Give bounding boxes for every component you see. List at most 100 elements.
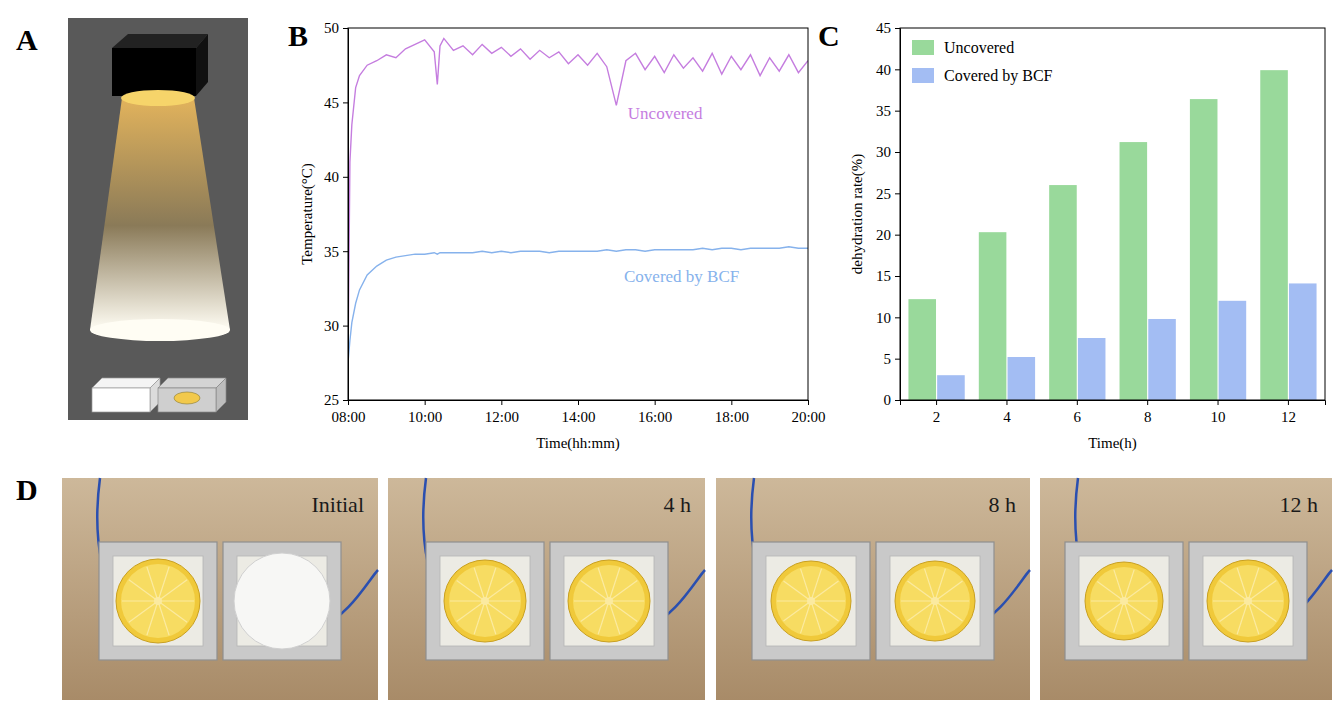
tick-mark: [895, 111, 900, 112]
lemon-flesh: [449, 565, 521, 637]
lemon-segment: [158, 580, 187, 601]
tick: 10:00: [408, 400, 442, 425]
lemon-segment: [811, 601, 822, 633]
tick-label: 45: [324, 95, 339, 111]
bar: [1078, 338, 1106, 400]
panel-b-chart: 08:0010:0012:0014:0016:0018:0020:0025303…: [299, 20, 826, 452]
tick: 14:00: [561, 400, 595, 425]
bar: [1289, 283, 1317, 400]
legend: UncoveredCovered by BCF: [912, 39, 1053, 85]
tick-label: 40: [876, 62, 891, 78]
tick-label: 50: [324, 20, 339, 36]
photo-background: [716, 478, 1030, 700]
tick-mark: [895, 359, 900, 360]
lemon-segment: [158, 601, 169, 635]
axis-line: [901, 401, 1326, 406]
tick: 5: [884, 351, 901, 367]
x-axis: 08:0010:0012:0014:0016:0018:0020:00: [331, 400, 825, 425]
legend-label: Uncovered: [944, 39, 1014, 56]
foam-box: [440, 556, 530, 646]
background: [68, 18, 248, 420]
lemon-flesh: [776, 566, 846, 636]
lemon-segment: [1097, 582, 1124, 601]
lemon-segment: [574, 600, 609, 601]
lemon-segment: [485, 601, 513, 622]
lemon-rind: [568, 560, 650, 642]
lemon-rind: [116, 559, 200, 643]
lemon-segment: [1097, 601, 1124, 620]
bar: [979, 232, 1007, 400]
plot-frame: [348, 28, 808, 400]
lemon-rind: [1207, 560, 1289, 642]
lemon-segment: [1124, 570, 1134, 601]
tick-label: 12: [1281, 409, 1296, 425]
lemon-flesh: [121, 564, 195, 638]
lemon-flesh: [1090, 567, 1158, 635]
lemon-core: [154, 597, 162, 605]
lemon-segment: [1124, 582, 1151, 601]
tick: 16:00: [638, 400, 672, 425]
lamp-front: [112, 48, 196, 96]
bar: [1190, 99, 1218, 400]
lemon-segment: [907, 581, 935, 601]
tick-label: 35: [876, 103, 891, 119]
tick: 30: [324, 318, 348, 334]
lemon-segment: [1248, 600, 1283, 601]
tick-mark: [343, 102, 348, 103]
tick-mark: [1147, 400, 1148, 405]
tick-mark: [343, 326, 348, 327]
tick: 15: [876, 268, 900, 284]
tick: 40: [324, 169, 348, 185]
tick-label: 4: [1003, 409, 1011, 425]
lemon-rind: [444, 560, 526, 642]
panel-letter: D: [16, 473, 38, 506]
series-line: [348, 38, 808, 362]
tick-label: 40: [324, 169, 339, 185]
box-white-front: [92, 388, 150, 412]
lemon-segment: [811, 581, 839, 601]
lemon-segment: [1124, 601, 1151, 620]
series-label: Covered by BCF: [624, 267, 739, 286]
tick-mark: [343, 177, 348, 178]
tick-mark: [343, 28, 348, 29]
tick-mark: [1006, 400, 1007, 405]
bcf-film: [234, 553, 330, 649]
lemon-core: [481, 597, 489, 605]
box-grey-sample: [174, 392, 200, 404]
tick: 40: [876, 62, 900, 78]
lemon-segment: [811, 569, 822, 601]
tick-label: 30: [324, 318, 339, 334]
bar: [1049, 185, 1077, 400]
foil-tray: [1065, 542, 1183, 660]
lemon-segment: [935, 601, 963, 621]
tick-label: 45: [876, 20, 891, 36]
bar: [1008, 357, 1036, 400]
lemon-flesh: [1212, 565, 1284, 637]
lemon-segment: [474, 601, 485, 634]
tick-mark: [501, 400, 502, 405]
light-bottom: [90, 319, 230, 341]
series-label: Uncovered: [628, 104, 703, 123]
tick: 35: [324, 244, 348, 260]
bar: [1120, 142, 1148, 400]
plot-frame: [900, 28, 1325, 400]
foil-tray: [876, 542, 994, 660]
panel-a-diagram: [68, 18, 248, 420]
lemon-rind: [895, 561, 975, 641]
lemon-segment: [609, 568, 620, 601]
lemon-segment: [147, 601, 158, 635]
tick: 18:00: [715, 400, 749, 425]
photo-background: [62, 478, 378, 700]
tick: 2: [933, 400, 941, 425]
y-axis: 253035404550: [324, 20, 349, 408]
lemon-segment: [1114, 570, 1124, 601]
lemon-rind: [1085, 562, 1163, 640]
y-axis: 051015202530354045: [876, 20, 901, 408]
bar: [1260, 70, 1288, 400]
tick-mark: [343, 251, 348, 252]
photo-background: [388, 478, 705, 700]
panel-letter: A: [16, 23, 38, 56]
lemon-segment: [935, 581, 963, 601]
tick: 0: [884, 392, 901, 408]
lemon-segment: [158, 567, 169, 601]
